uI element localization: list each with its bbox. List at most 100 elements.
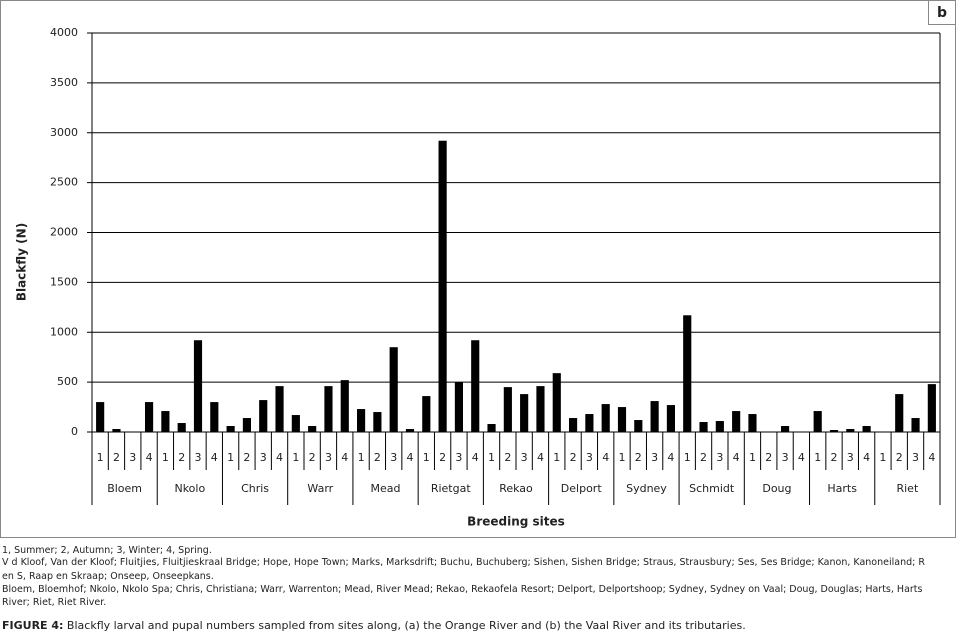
group-label: Mead [371, 482, 401, 495]
x-tick-label: 1 [358, 451, 365, 464]
bar [895, 394, 904, 432]
x-tick-label: 2 [309, 451, 316, 464]
x-tick-label: 1 [814, 451, 821, 464]
bar [308, 426, 317, 432]
bar [927, 384, 936, 432]
bar [846, 429, 855, 432]
x-tick-label: 4 [733, 451, 740, 464]
note: en S, Raap en Skraap; Onseep, Onseepkans… [2, 571, 214, 582]
x-tick-label: 4 [928, 451, 935, 464]
note: V d Kloof, Van der Kloof; Fluitjies, Flu… [2, 557, 925, 568]
frame [0, 0, 956, 538]
x-tick-label: 4 [602, 451, 609, 464]
note: River; Riet, Riet River. [2, 597, 107, 608]
bar [177, 423, 186, 432]
x-tick-label: 1 [162, 451, 169, 464]
x-tick-label: 2 [113, 451, 120, 464]
bar [569, 418, 578, 432]
x-tick-label: 1 [227, 451, 234, 464]
x-tick-label: 4 [407, 451, 414, 464]
bar [715, 421, 724, 432]
group-label: Rietgat [431, 482, 472, 495]
x-tick-label: 2 [178, 451, 185, 464]
bar [699, 422, 708, 432]
bar [291, 415, 300, 432]
x-axis-title: Breeding sites [467, 515, 565, 529]
bar [666, 405, 675, 432]
panel-box [928, 0, 956, 25]
x-tick-label: 1 [684, 451, 691, 464]
x-tick-label: 2 [570, 451, 577, 464]
bar [161, 411, 170, 432]
bar [813, 411, 822, 432]
bar [552, 373, 561, 432]
x-tick-label: 2 [896, 451, 903, 464]
x-tick-label: 1 [619, 451, 626, 464]
x-tick-label: 3 [651, 451, 658, 464]
x-tick-label: 4 [667, 451, 674, 464]
group-label: Harts [827, 482, 857, 495]
bar [617, 407, 627, 432]
x-tick-label: 2 [504, 451, 511, 464]
bar [536, 386, 545, 432]
bar [911, 418, 920, 432]
caption: FIGURE 4: Blackfly larval and pupal numb… [2, 619, 746, 632]
x-tick-label: 1 [97, 451, 104, 464]
bar [145, 402, 154, 432]
chart: b Blackfly (N) Breeding sites 0 500 1000 15… [0, 0, 956, 538]
bar [650, 401, 659, 432]
x-tick-label: 1 [879, 451, 886, 464]
bar [373, 412, 382, 432]
group-label: Chris [241, 482, 269, 495]
x-tick-label: 3 [847, 451, 854, 464]
bar [585, 414, 594, 432]
x-tick-label: 2 [831, 451, 838, 464]
x-tick-label: 3 [912, 451, 919, 464]
bar [112, 429, 121, 432]
x-tick-label: 1 [292, 451, 299, 464]
panel-label: b [937, 5, 947, 21]
bar [357, 409, 366, 432]
bar [683, 315, 692, 432]
caption-text: Blackfly larval and pupal numbers sample… [63, 619, 746, 632]
x-tick-label: 2 [635, 451, 642, 464]
note: Bloem, Bloemhof; Nkolo, Nkolo Spa; Chris… [2, 584, 923, 595]
x-tick-label: 3 [260, 451, 267, 464]
group-label: Rekao [499, 482, 533, 495]
y-tick-label: 0 [71, 425, 78, 438]
bar [601, 404, 610, 432]
x-tick-label: 3 [455, 451, 462, 464]
x-tick-label: 2 [700, 451, 707, 464]
group-label: Warr [307, 482, 333, 495]
x-tick-label: 4 [798, 451, 805, 464]
bar [862, 426, 871, 432]
bar [454, 382, 463, 432]
bar [471, 340, 480, 432]
bar [242, 418, 251, 432]
bar [634, 420, 643, 432]
group-label: Delport [561, 482, 603, 495]
bar [96, 402, 105, 432]
y-axis-title: Blackfly (N) [15, 223, 29, 301]
x-tick-label: 2 [374, 451, 381, 464]
caption-label: FIGURE 4: [2, 619, 64, 632]
y-tick-label: 1500 [50, 275, 78, 288]
x-tick-label: 4 [472, 451, 479, 464]
x-tick-label: 2 [765, 451, 772, 464]
x-tick-label: 4 [863, 451, 870, 464]
x-tick-label: 4 [341, 451, 348, 464]
x-tick-label: 1 [423, 451, 430, 464]
bar [193, 340, 203, 432]
y-tick-label: 500 [57, 375, 78, 388]
y-tick-label: 3000 [50, 126, 78, 139]
bar [422, 396, 431, 432]
y-tick-label: 4000 [50, 26, 78, 39]
bar [405, 429, 415, 432]
y-tick-label: 2000 [50, 226, 78, 239]
y-tick-label: 2500 [50, 176, 78, 189]
bar [829, 430, 839, 432]
note: 1, Summer; 2, Autumn; 3, Winter; 4, Spri… [2, 545, 212, 556]
group-label: Bloem [107, 482, 142, 495]
group-label: Doug [762, 482, 791, 495]
